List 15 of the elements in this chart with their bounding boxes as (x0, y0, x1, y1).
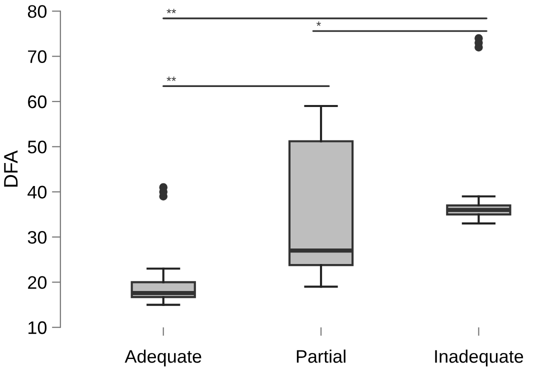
y-tick-label: 10 (28, 321, 47, 334)
y-tick-label: 60 (28, 95, 47, 108)
annotation: ** (166, 76, 176, 82)
y-tick-label: 50 (28, 140, 47, 154)
x-tick-label: Partial (296, 350, 346, 363)
x-tick-label: Adequate (124, 350, 202, 366)
y-tick-label: 80 (28, 5, 47, 18)
y-axis-title: DFA (4, 150, 18, 187)
annotation: * (316, 22, 321, 26)
annotation: ** (166, 8, 176, 14)
y-tick-label: 70 (28, 50, 47, 64)
y-tick-label: 20 (28, 276, 47, 289)
x-tick-label: Inadequate (435, 350, 524, 366)
y-tick-label: 40 (28, 186, 47, 199)
y-tick-label: 30 (28, 230, 47, 244)
